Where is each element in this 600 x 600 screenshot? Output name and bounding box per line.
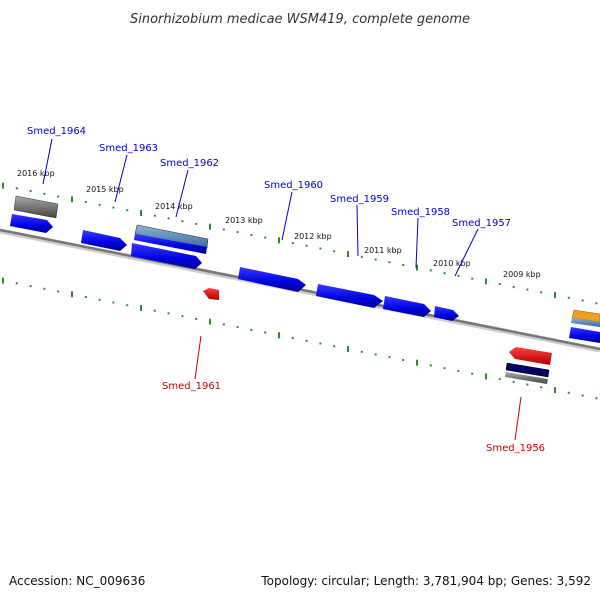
gene-feature[interactable] bbox=[383, 296, 431, 317]
gene-label-smed-1957[interactable]: Smed_1957 bbox=[452, 218, 511, 229]
gene-label-smed-1962[interactable]: Smed_1962 bbox=[160, 158, 219, 169]
kbp-label: 2013 kbp bbox=[225, 216, 263, 225]
gene-feature[interactable] bbox=[569, 327, 600, 343]
lower-ruler-ticks bbox=[2, 277, 598, 400]
upper-ruler-ticks bbox=[2, 182, 598, 305]
gene-label-smed-1958[interactable]: Smed_1958 bbox=[391, 207, 450, 218]
gene-feature[interactable] bbox=[509, 347, 552, 365]
kbp-label: 2009 kbp bbox=[503, 270, 541, 279]
gene-feature[interactable] bbox=[434, 306, 459, 321]
gene-feature[interactable] bbox=[134, 224, 209, 249]
gene-feature[interactable] bbox=[131, 243, 202, 269]
gene-label-smed-1963[interactable]: Smed_1963 bbox=[99, 143, 158, 154]
gene-label-smed-1964[interactable]: Smed_1964 bbox=[27, 126, 86, 137]
gene-label-smed-1956[interactable]: Smed_1956 bbox=[486, 443, 545, 454]
gene-labels: Smed_1964 Smed_1963 Smed_1962 Smed_1960 … bbox=[27, 126, 545, 454]
gene-feature[interactable] bbox=[81, 230, 127, 251]
gene-feature[interactable] bbox=[203, 288, 219, 300]
kbp-label: 2012 kbp bbox=[294, 232, 332, 241]
forward-strand-features bbox=[10, 195, 600, 343]
gene-label-smed-1960[interactable]: Smed_1960 bbox=[264, 180, 323, 191]
kbp-labels: 2016 kbp 2015 kbp 2014 kbp 2013 kbp 2012… bbox=[17, 169, 541, 279]
gene-label-smed-1961[interactable]: Smed_1961 bbox=[162, 381, 221, 392]
gene-feature[interactable] bbox=[571, 318, 600, 327]
kbp-label: 2014 kbp bbox=[155, 202, 193, 211]
gene-feature[interactable] bbox=[134, 234, 207, 254]
kbp-label: 2010 kbp bbox=[433, 259, 471, 268]
kbp-label: 2016 kbp bbox=[17, 169, 55, 178]
gene-feature[interactable] bbox=[238, 267, 306, 292]
gene-feature[interactable] bbox=[505, 372, 548, 384]
gene-feature[interactable] bbox=[316, 284, 383, 308]
kbp-label: 2015 kbp bbox=[86, 185, 124, 194]
gene-feature[interactable] bbox=[10, 214, 53, 233]
accession-text: Accession: NC_009636 bbox=[9, 574, 145, 588]
genome-summary-text: Topology: circular; Length: 3,781,904 bp… bbox=[260, 574, 591, 588]
reverse-strand-features bbox=[203, 288, 552, 384]
kbp-label: 2011 kbp bbox=[364, 246, 402, 255]
gene-feature[interactable] bbox=[13, 195, 59, 219]
map-title: Sinorhizobium medicae WSM419, complete g… bbox=[130, 12, 470, 27]
gene-label-smed-1959[interactable]: Smed_1959 bbox=[330, 194, 389, 205]
gene-feature[interactable] bbox=[505, 362, 550, 378]
